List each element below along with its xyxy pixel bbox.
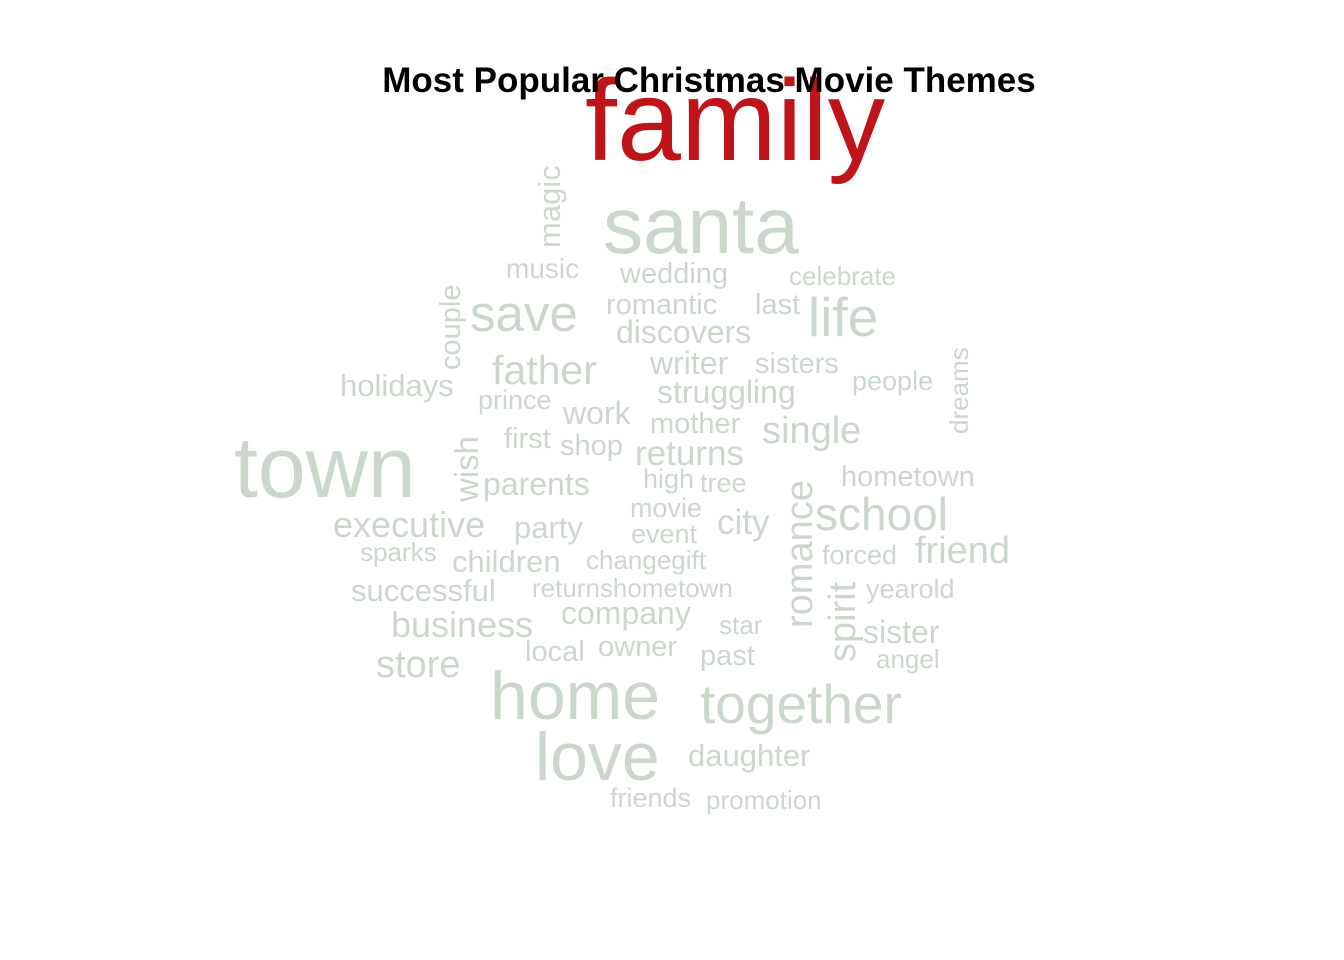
- word-city: city: [717, 503, 770, 542]
- word-people: people: [852, 366, 933, 396]
- word-successful: successful: [351, 573, 496, 608]
- word-wedding: wedding: [619, 258, 728, 290]
- word-shop: shop: [560, 430, 623, 462]
- word-wish: wish: [448, 436, 485, 503]
- word-business: business: [391, 604, 533, 645]
- word-father: father: [492, 347, 597, 393]
- word-angel: angel: [876, 644, 940, 674]
- word-mother: mother: [650, 408, 741, 440]
- word-together: together: [700, 673, 902, 735]
- word-past: past: [700, 640, 755, 672]
- word-music: music: [506, 253, 579, 284]
- word-star: star: [719, 610, 763, 640]
- word-romantic: romantic: [606, 289, 717, 321]
- word-company: company: [561, 595, 691, 631]
- word-santa: santa: [603, 181, 799, 270]
- word-save: save: [470, 285, 578, 342]
- word-family: family: [585, 57, 886, 185]
- word-owner: owner: [598, 631, 677, 663]
- word-celebrate: celebrate: [789, 261, 896, 291]
- word-executive: executive: [333, 504, 485, 545]
- word-discovers: discovers: [616, 314, 751, 350]
- word-friends: friends: [610, 783, 691, 813]
- word-spirit: spirit: [822, 581, 864, 662]
- chart-title: Most Popular Christmas Movie Themes: [382, 61, 1035, 100]
- word-sisters: sisters: [755, 348, 839, 380]
- word-changegift: changegift: [586, 545, 707, 575]
- word-love: love: [535, 719, 660, 795]
- word-romance: romance: [779, 480, 821, 628]
- word-writer: writer: [649, 345, 729, 381]
- word-friend: friend: [915, 530, 1010, 572]
- word-dreams: dreams: [944, 347, 974, 434]
- word-life: life: [808, 286, 878, 348]
- word-holidays: holidays: [340, 368, 454, 403]
- word-last: last: [755, 289, 800, 321]
- word-sister: sister: [863, 614, 940, 650]
- word-returns: returns: [635, 434, 744, 473]
- word-event: event: [631, 519, 698, 549]
- word-parents: parents: [483, 466, 590, 502]
- word-yearold: yearold: [866, 574, 955, 604]
- word-school: school: [815, 488, 948, 540]
- word-local: local: [525, 636, 585, 668]
- word-prince: prince: [478, 385, 552, 415]
- word-town: town: [234, 420, 416, 516]
- word-store: store: [376, 644, 460, 686]
- word-sparks: sparks: [360, 537, 437, 567]
- word-home: home: [490, 658, 660, 734]
- word-returnshometown: returnshometown: [532, 573, 733, 603]
- word-high: high: [643, 464, 694, 494]
- word-hometown: hometown: [841, 461, 975, 493]
- word-couple: couple: [435, 285, 467, 370]
- word-party: party: [514, 510, 583, 545]
- word-work: work: [562, 395, 632, 431]
- word-daughter: daughter: [688, 738, 810, 773]
- word-movie: movie: [630, 493, 702, 523]
- word-children: children: [452, 544, 561, 579]
- word-first: first: [504, 423, 551, 455]
- word-tree: tree: [700, 468, 747, 498]
- word-magic: magic: [532, 165, 567, 248]
- word-forced: forced: [822, 540, 897, 570]
- word-single: single: [762, 410, 861, 452]
- word-promotion: promotion: [706, 785, 822, 815]
- word-struggling: struggling: [657, 374, 796, 410]
